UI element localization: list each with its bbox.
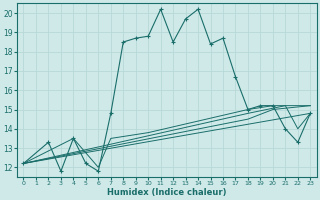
X-axis label: Humidex (Indice chaleur): Humidex (Indice chaleur): [107, 188, 227, 197]
